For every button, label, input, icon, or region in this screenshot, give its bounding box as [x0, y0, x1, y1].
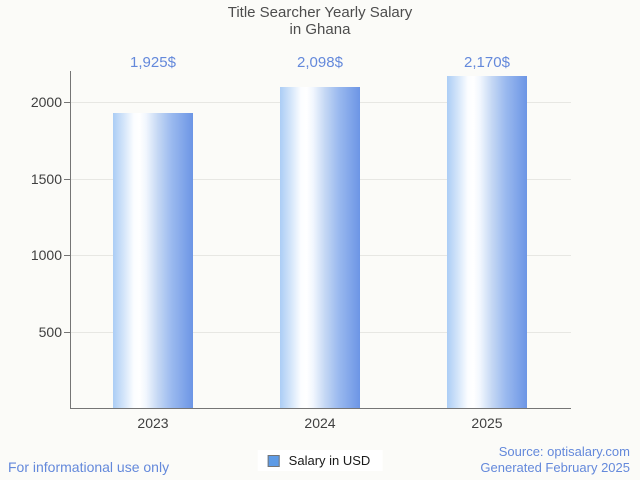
bar	[113, 113, 193, 408]
x-axis-label: 2023	[137, 415, 169, 431]
y-axis-tick-label: 1000	[30, 247, 62, 263]
bar-value-label: 1,925$	[130, 54, 176, 71]
bar	[447, 76, 527, 408]
legend-marker-icon	[267, 454, 280, 467]
y-axis-tick	[64, 102, 70, 103]
y-axis-tick	[64, 332, 70, 333]
x-axis-line	[70, 408, 571, 409]
source-link[interactable]: Source: optisalary.com	[498, 444, 630, 459]
source-attribution: Source: optisalary.com Generated Februar…	[480, 444, 630, 476]
y-axis-tick-label: 1500	[30, 171, 62, 187]
chart-title: Title Searcher Yearly Salary in Ghana	[0, 4, 640, 38]
disclaimer-text: For informational use only	[8, 459, 170, 475]
generated-date: Generated February 2025	[480, 460, 630, 475]
legend: Salary in USD	[257, 450, 383, 471]
x-axis-label: 2024	[304, 415, 336, 431]
bar-value-label: 2,098$	[297, 54, 343, 71]
bar	[280, 87, 360, 408]
bar-value-label: 2,170$	[464, 54, 510, 71]
y-axis-tick	[64, 255, 70, 256]
y-axis-tick-label: 500	[38, 324, 62, 340]
x-axis-label: 2025	[471, 415, 503, 431]
y-axis-tick-label: 2000	[30, 94, 62, 110]
legend-label: Salary in USD	[288, 453, 371, 468]
chart-title-line2: in Ghana	[289, 21, 351, 38]
y-axis-tick	[64, 179, 70, 180]
y-axis-line	[70, 71, 71, 409]
chart-title-line1: Title Searcher Yearly Salary	[227, 4, 413, 21]
